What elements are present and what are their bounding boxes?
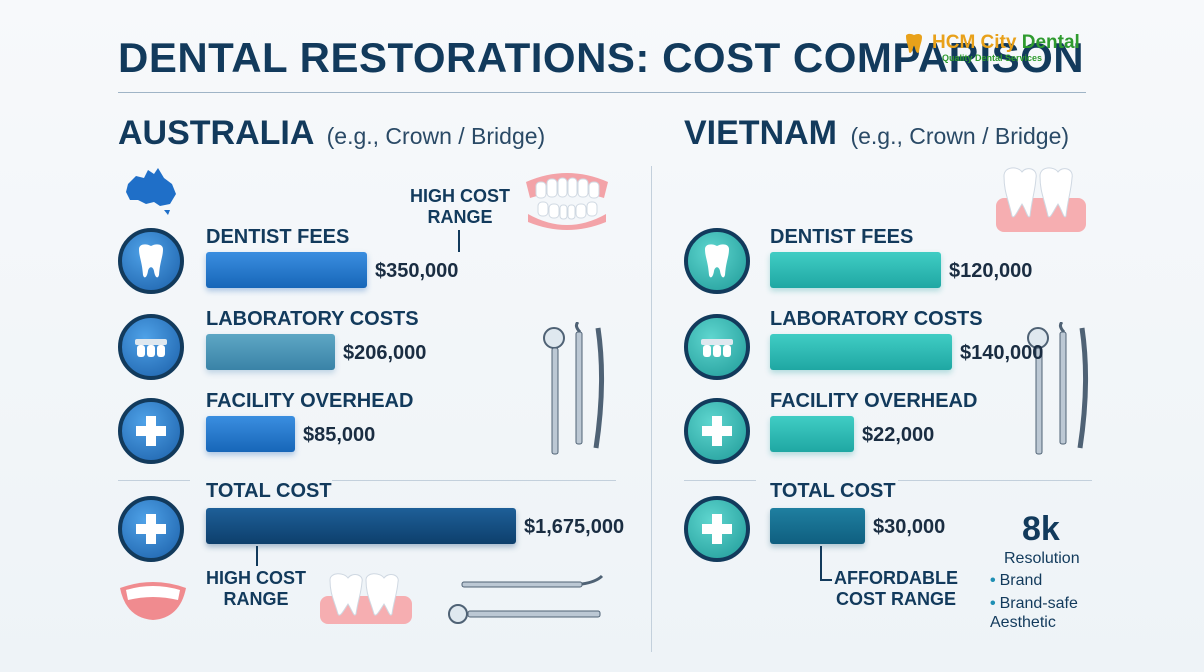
vn-total-cost-value: $30,000 xyxy=(873,516,946,538)
au-lab-costs-bar xyxy=(206,334,335,370)
vn-affordable-leader-horizontal xyxy=(820,579,832,581)
vn-dentist-fees-bar xyxy=(770,252,941,288)
dental-tools-icon xyxy=(448,574,604,624)
au-total-rule xyxy=(118,480,190,481)
au-total-cost-bar xyxy=(206,508,516,544)
bridge-icon xyxy=(701,339,733,357)
australia-map-icon xyxy=(126,168,176,215)
dental-tools-icon xyxy=(543,322,605,455)
badge-bullet-brand: • Brand xyxy=(990,572,1042,590)
tooth-icon xyxy=(139,244,163,278)
vn-dentist-icon-circle xyxy=(684,228,750,294)
au-facility-overhead-bar xyxy=(206,416,295,452)
badge-bullet-brand-text: Brand xyxy=(999,572,1043,589)
dental-tools-icon xyxy=(1027,322,1089,455)
au-lab-costs-label: LABORATORY COSTS xyxy=(206,308,419,330)
vn-facility-overhead-value: $22,000 xyxy=(862,424,935,446)
au-total-cost-label: TOTAL COST xyxy=(206,480,332,502)
badge-bullet-brand-safe-text: Brand-safe Aesthetic xyxy=(990,595,1078,631)
au-dentist-fees-bar xyxy=(206,252,367,288)
au-dentist-fees-label: DENTIST FEES xyxy=(206,226,350,248)
brand-name-part1: HCM City xyxy=(932,32,1022,53)
au-high-cost-note-bottom: HIGH COST RANGE xyxy=(205,568,306,609)
australia-heading: AUSTRALIA (e.g., Crown / Bridge) xyxy=(118,114,545,153)
vn-lab-costs-bar xyxy=(770,334,952,370)
bullet-dot: • xyxy=(990,572,996,589)
resolution-badge-label: Resolution xyxy=(1004,550,1080,567)
au-facility-icon-circle xyxy=(118,398,184,464)
vn-facility-overhead-label: FACILITY OVERHEAD xyxy=(770,390,978,412)
vietnam-heading: VIETNAM (e.g., Crown / Bridge) xyxy=(684,114,1069,153)
medical-cross-icon xyxy=(702,416,732,446)
vietnam-title: VIETNAM xyxy=(684,114,837,152)
medical-cross-icon xyxy=(702,514,732,544)
vn-lab-costs-label: LABORATORY COSTS xyxy=(770,308,983,330)
brand-tooth-icon xyxy=(906,33,922,53)
vn-total-rule-right xyxy=(898,480,1092,481)
australia-subtitle: (e.g., Crown / Bridge) xyxy=(326,123,546,149)
au-total-icon-circle xyxy=(118,496,184,562)
vn-dentist-fees-label: DENTIST FEES xyxy=(770,226,914,248)
vn-affordable-note: AFFORDABLE COST RANGE xyxy=(834,568,958,609)
au-facility-overhead-label: FACILITY OVERHEAD xyxy=(206,390,414,412)
au-high-cost-leader-top xyxy=(458,230,460,252)
teeth-icon xyxy=(320,573,412,624)
vn-lab-icon-circle xyxy=(684,314,750,380)
center-divider xyxy=(651,166,652,652)
brand-name-part2: Dental xyxy=(1021,32,1080,53)
dentures-icon xyxy=(526,173,608,230)
au-lab-icon-circle xyxy=(118,314,184,380)
medical-cross-icon xyxy=(136,416,166,446)
au-total-rule-right xyxy=(332,480,616,481)
au-dentist-fees-value: $350,000 xyxy=(375,260,459,282)
bridge-icon xyxy=(135,339,167,357)
vn-total-icon-circle xyxy=(684,496,750,562)
au-lab-costs-value: $206,000 xyxy=(343,342,427,364)
vn-affordable-leader xyxy=(820,546,822,580)
brand-tagline: Quality Dental Services xyxy=(942,53,1043,63)
medical-cross-icon xyxy=(136,514,166,544)
vn-dentist-fees-value: $120,000 xyxy=(949,260,1033,282)
vn-lab-costs-value: $140,000 xyxy=(960,342,1044,364)
vn-facility-icon-circle xyxy=(684,398,750,464)
au-dentist-icon-circle xyxy=(118,228,184,294)
smile-icon xyxy=(120,582,186,620)
vn-total-cost-bar xyxy=(770,508,865,544)
teeth-icon xyxy=(996,167,1086,232)
au-high-cost-note-top: HIGH COST RANGE xyxy=(409,186,510,227)
brand-name: HCM City Dental xyxy=(932,32,1080,54)
vietnam-subtitle: (e.g., Crown / Bridge) xyxy=(850,123,1070,149)
title-divider xyxy=(118,92,1086,93)
page-title: DENTAL RESTORATIONS: COST COMPARISON xyxy=(118,34,1085,81)
badge-bullet-brand-safe: • Brand-safe Aesthetic xyxy=(990,594,1102,632)
australia-title: AUSTRALIA xyxy=(118,114,314,152)
tooth-icon xyxy=(705,244,729,278)
au-high-cost-leader-bottom xyxy=(256,546,258,566)
vn-total-cost-label: TOTAL COST xyxy=(770,480,896,502)
vn-total-rule xyxy=(684,480,756,481)
vn-facility-overhead-bar xyxy=(770,416,854,452)
brand-logo: HCM City Dental Quality Dental Services xyxy=(902,32,1082,68)
au-total-cost-value: $1,675,000 xyxy=(524,516,625,538)
au-facility-overhead-value: $85,000 xyxy=(303,424,376,446)
bullet-dot: • xyxy=(990,595,996,612)
resolution-badge-value: 8k xyxy=(1022,510,1060,548)
